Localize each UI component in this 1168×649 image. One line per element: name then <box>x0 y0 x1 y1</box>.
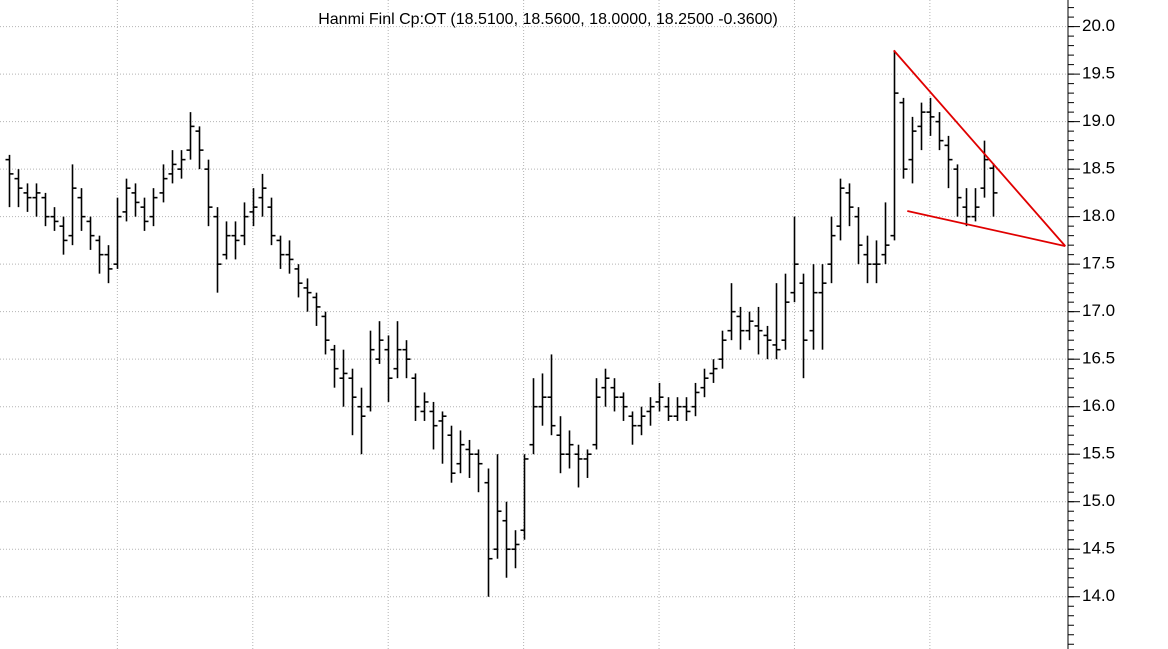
y-tick-label: 19.5 <box>1082 64 1115 83</box>
y-tick-label: 18.5 <box>1082 159 1115 178</box>
y-tick-label: 14.5 <box>1082 539 1115 558</box>
y-tick-label: 19.0 <box>1082 111 1115 130</box>
y-tick-label: 15.0 <box>1082 491 1115 510</box>
y-tick-label: 20.0 <box>1082 16 1115 35</box>
y-tick-label: 14.0 <box>1082 586 1115 605</box>
y-tick-label: 16.5 <box>1082 349 1115 368</box>
y-tick-label: 16.0 <box>1082 396 1115 415</box>
y-tick-label: 18.0 <box>1082 206 1115 225</box>
chart-title: Hanmi Finl Cp:OT (18.5100, 18.5600, 18.0… <box>318 11 778 28</box>
y-tick-label: 15.5 <box>1082 444 1115 463</box>
y-tick-label: 17.0 <box>1082 301 1115 320</box>
trendline <box>893 49 1066 247</box>
y-tick-label: 17.5 <box>1082 254 1115 273</box>
trendline <box>907 210 1066 247</box>
